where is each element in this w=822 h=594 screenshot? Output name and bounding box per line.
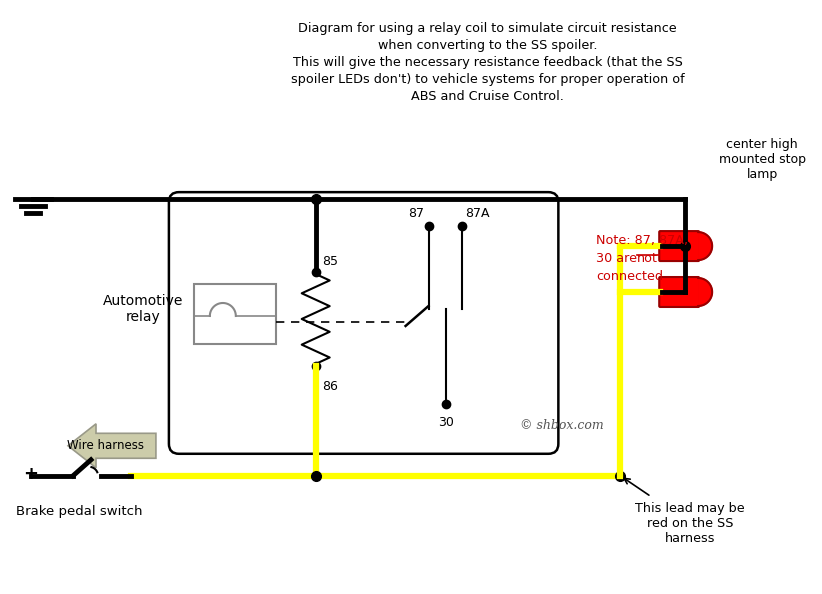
Text: © shbox.com: © shbox.com <box>520 419 604 432</box>
Text: Brake pedal switch: Brake pedal switch <box>16 505 142 518</box>
FancyBboxPatch shape <box>659 231 700 261</box>
Text: 30: 30 <box>437 416 454 429</box>
Text: 30 are: 30 are <box>596 252 641 265</box>
Polygon shape <box>698 232 712 260</box>
Text: 87A: 87A <box>465 207 490 220</box>
Text: Diagram for using a relay coil to simulate circuit resistance
when converting to: Diagram for using a relay coil to simula… <box>291 23 684 103</box>
Text: Note: 87, 87A,: Note: 87, 87A, <box>596 234 689 247</box>
Text: This lead may be
red on the SS
harness: This lead may be red on the SS harness <box>635 502 745 545</box>
Text: connected: connected <box>596 270 663 283</box>
Text: 85: 85 <box>321 255 338 268</box>
Text: Wire harness: Wire harness <box>67 440 145 452</box>
Polygon shape <box>698 278 712 306</box>
Text: not: not <box>637 252 658 265</box>
Text: +: + <box>23 465 38 483</box>
Text: Automotive
relay: Automotive relay <box>103 294 183 324</box>
Text: center high
mounted stop
lamp: center high mounted stop lamp <box>718 138 806 181</box>
Bar <box>194 284 275 344</box>
FancyBboxPatch shape <box>659 277 700 307</box>
Text: 86: 86 <box>321 380 338 393</box>
Text: 87: 87 <box>409 207 424 220</box>
FancyArrow shape <box>68 424 156 467</box>
